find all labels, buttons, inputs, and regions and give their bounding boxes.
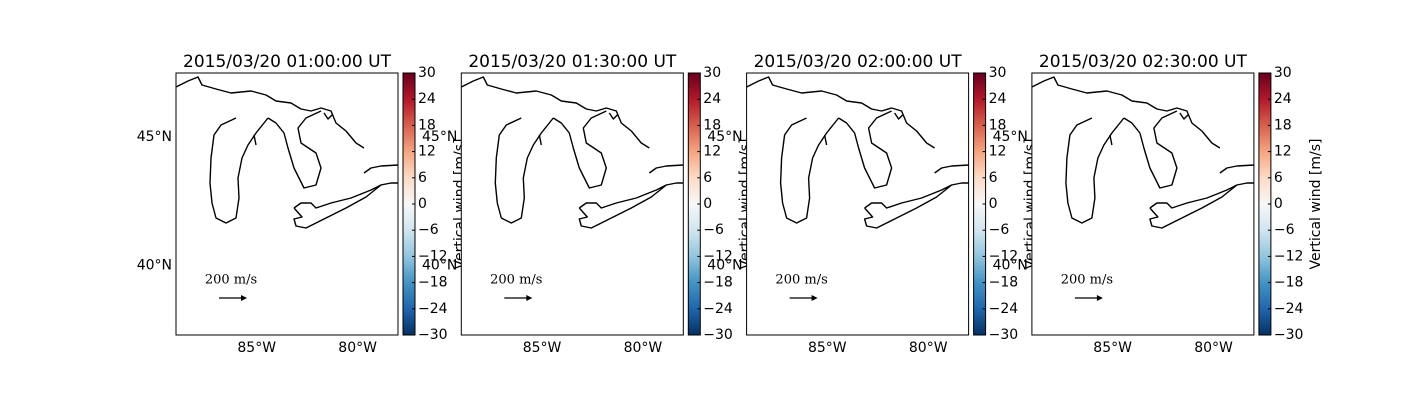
quiver-key-head	[241, 295, 247, 301]
colorbar-tick-label: −24	[1274, 301, 1304, 317]
colorbar-tick-label: −12	[1274, 248, 1304, 264]
map-frame	[175, 72, 399, 336]
lon-label: 80°W	[624, 340, 663, 356]
colorbar-tick-label: 24	[418, 91, 436, 107]
colorbar-tick-label: 0	[703, 196, 712, 212]
quiver-key-head	[811, 295, 818, 301]
colorbar-tick-label: −24	[703, 301, 733, 317]
colorbar-tick-label: −18	[989, 275, 1019, 291]
lat-label: 45°N	[707, 129, 742, 145]
colorbar-tick-label: 30	[1274, 65, 1292, 81]
colorbar-tick-label: −30	[418, 327, 448, 343]
colorbar-tick-label: −12	[989, 248, 1019, 264]
colorbar-tick-label: −30	[989, 327, 1019, 343]
lat-label: 45°N	[993, 129, 1028, 145]
colorbar-tick-label: 18	[703, 117, 721, 133]
map-frame	[1031, 72, 1255, 336]
colorbar-tick-label: 12	[418, 144, 436, 160]
colorbar-tick-label: 6	[703, 170, 712, 186]
panel: 2015/03/20 02:30:00 UT 40°N 45°N 85°W 80°W 20…	[993, 52, 1324, 356]
colorbar-tick-label: 6	[1274, 170, 1283, 186]
colorbar-tick-label: 0	[989, 196, 998, 212]
lon-label: 85°W	[1093, 340, 1132, 356]
colorbar-tick-label: 18	[989, 117, 1007, 133]
colorbar-tick-label: 12	[703, 144, 721, 160]
lat-label: 45°N	[137, 129, 172, 145]
colorbar-tick-label: 12	[1274, 144, 1292, 160]
panel-title: 2015/03/20 02:30:00 UT	[1039, 52, 1248, 72]
colorbar-tick-label: −18	[418, 275, 448, 291]
lat-label: 45°N	[422, 129, 457, 145]
colorbar-tick-label: −24	[989, 301, 1019, 317]
panel-title: 2015/03/20 01:00:00 UT	[183, 52, 392, 72]
map-frame	[460, 72, 684, 336]
colorbar-tick-label: 24	[989, 91, 1007, 107]
colorbar-tick-label: 30	[989, 65, 1007, 81]
panel: 2015/03/20 02:00:00 UT 40°N 45°N 85°W 80°W 20…	[707, 52, 1038, 356]
colorbar-tick-label: −18	[703, 275, 733, 291]
quiver-key-label: 200 m/s	[1061, 273, 1113, 288]
colorbar-tick-label: −18	[1274, 275, 1304, 291]
colorbar-label: Vertical wind [m/s]	[1308, 139, 1324, 270]
lat-label: 40°N	[707, 258, 742, 274]
colorbar-tick-label: 30	[418, 65, 436, 81]
lat-label: 40°N	[137, 258, 172, 274]
map-frame	[746, 72, 970, 336]
colorbar-tick-label: 18	[418, 117, 436, 133]
lon-label: 80°W	[1194, 340, 1233, 356]
colorbar-tick-label: −6	[1274, 222, 1295, 238]
colorbar-tick-label: 6	[989, 170, 998, 186]
colorbar-tick-label: −12	[703, 248, 733, 264]
panel: 2015/03/20 01:30:00 UT 40°N 45°N 85°W 80°W 20…	[422, 52, 753, 356]
colorbar-tick-label: 24	[1274, 91, 1292, 107]
lat-label: 40°N	[422, 258, 457, 274]
lon-label: 80°W	[338, 340, 377, 356]
colorbar-tick-label: 30	[703, 65, 721, 81]
colorbar-tick-label: −30	[703, 327, 733, 343]
colorbar-tick-label: −24	[418, 301, 448, 317]
colorbar-tick-label: −6	[989, 222, 1010, 238]
lon-label: 80°W	[909, 340, 948, 356]
colorbar-tick-label: −6	[703, 222, 724, 238]
colorbar-tick-label: 18	[1274, 117, 1292, 133]
lon-label: 85°W	[808, 340, 847, 356]
quiver-key-head	[1096, 295, 1103, 301]
lon-label: 85°W	[523, 340, 562, 356]
quiver-key-label: 200 m/s	[775, 273, 827, 288]
quiver-key-label: 200 m/s	[205, 273, 257, 288]
lon-label: 85°W	[237, 340, 276, 356]
colorbar-tick-label: −6	[418, 222, 439, 238]
colorbar-tick-label: 0	[1274, 196, 1283, 212]
panel-title: 2015/03/20 01:30:00 UT	[468, 52, 677, 72]
colorbar-tick-label: 12	[989, 144, 1007, 160]
lat-label: 40°N	[993, 258, 1028, 274]
colorbar-tick-label: −12	[418, 248, 448, 264]
colorbar-tick-label: 0	[418, 196, 427, 212]
colorbar-tick-label: −30	[1274, 327, 1304, 343]
quiver-key-head	[526, 295, 533, 301]
colorbar-tick-label: 6	[418, 170, 427, 186]
colorbar-tick-label: 24	[703, 91, 721, 107]
quiver-key-label: 200 m/s	[490, 273, 542, 288]
panel: 2015/03/20 01:00:00 UT 40°N 45°N 85°W 80°W 20…	[137, 52, 468, 356]
panel-title: 2015/03/20 02:00:00 UT	[754, 52, 963, 72]
